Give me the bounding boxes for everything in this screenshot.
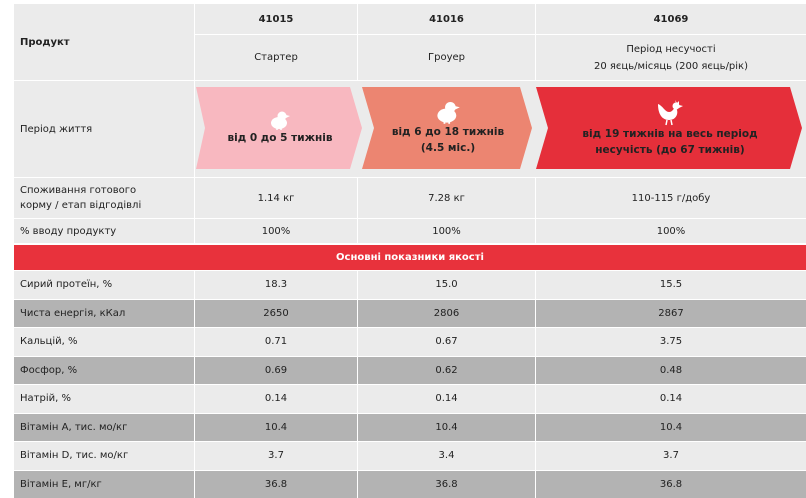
stage-starter: від 0 до 5 тижнів [205,92,355,164]
stage-layer-line1: від 19 тижнів на весь період [582,126,757,142]
quality-row-label: Чиста енергія, кКал [14,300,194,328]
quality-row-value: 10.4 [536,414,806,442]
quality-row-label: Сирий протеїн, % [14,271,194,299]
quality-row-value: 36.8 [536,471,806,498]
quality-section-banner: Основні показники якості [14,245,806,270]
quality-row-value: 0.14 [536,385,806,413]
quality-row-value: 3.7 [195,442,357,470]
quality-row-value: 0.69 [195,357,357,385]
quality-row-value: 0.48 [536,357,806,385]
consumption-value: 7.28 кг [358,178,535,218]
input-pct-label: % вводу продукту [14,219,194,243]
consumption-value: 1.14 кг [195,178,357,218]
stage-grower-line2: (4.5 міс.) [421,140,475,156]
quality-row-label: Вітамін Е, мг/кг [14,471,194,498]
stage-grower: від 6 до 18 тижнів (4.5 міс.) [372,92,524,164]
input-pct-value: 100% [536,219,806,243]
stage-starter-line1: від 0 до 5 тижнів [227,130,332,146]
consumption-label: Споживання готового корму / етап відгоді… [14,178,194,218]
quality-row-value: 18.3 [195,271,357,299]
input-pct-value: 100% [195,219,357,243]
quality-row-label: Кальцій, % [14,328,194,356]
quality-row-value: 0.14 [358,385,535,413]
quality-row-value: 36.8 [195,471,357,498]
consumption-label-line2: корму / етап відгодівлі [20,198,141,213]
stage-layer: від 19 тижнів на весь період несучість (… [548,90,792,166]
quality-row-value: 10.4 [358,414,535,442]
quality-row-value: 0.14 [195,385,357,413]
consumption-label-line1: Споживання готового [20,183,136,198]
quality-row-value: 2650 [195,300,357,328]
quality-row-value: 15.5 [536,271,806,299]
quality-row-value: 15.0 [358,271,535,299]
quality-row-label: Вітамін D, тис. мо/кг [14,442,194,470]
quality-row-label: Натрій, % [14,385,194,413]
quality-row-value: 2867 [536,300,806,328]
consumption-value: 110-115 г/добу [536,178,806,218]
quality-row-value: 36.8 [358,471,535,498]
quality-row-label: Вітамін А, тис. мо/кг [14,414,194,442]
quality-row-value: 10.4 [195,414,357,442]
stage-grower-line1: від 6 до 18 тижнів [392,124,504,140]
quality-row-value: 3.7 [536,442,806,470]
quality-row-label: Фосфор, % [14,357,194,385]
quality-row-value: 0.62 [358,357,535,385]
chick-icon [269,110,291,130]
quality-row-value: 2806 [358,300,535,328]
quality-row-value: 3.75 [536,328,806,356]
quality-row-value: 3.4 [358,442,535,470]
hen-icon [655,98,685,126]
stage-layer-line2: несучість (до 67 тижнів) [595,142,744,158]
input-pct-value: 100% [358,219,535,243]
quality-row-value: 0.71 [195,328,357,356]
chick-icon [435,100,461,124]
quality-row-value: 0.67 [358,328,535,356]
